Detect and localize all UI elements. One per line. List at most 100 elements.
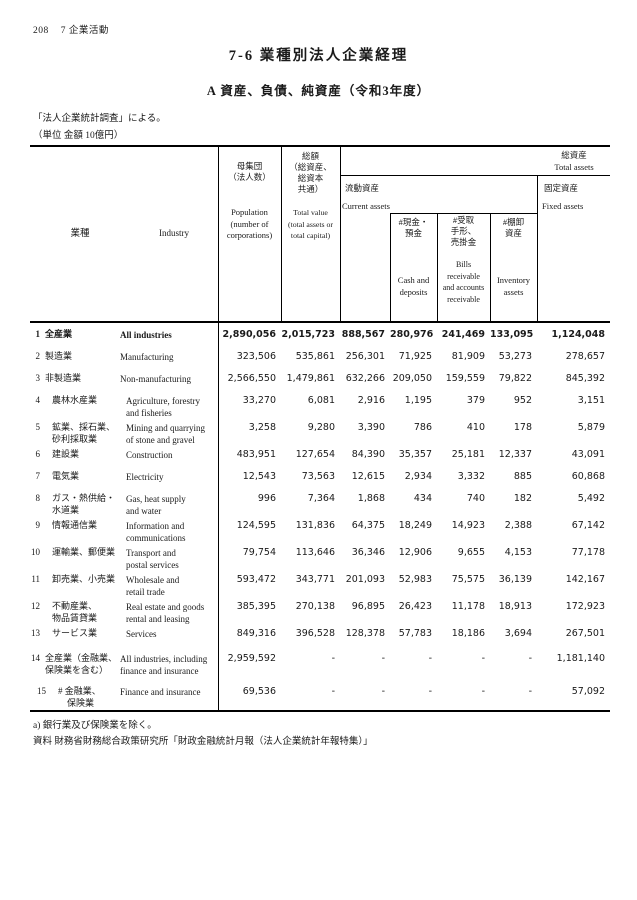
cell-current-assets: 96,895	[351, 601, 385, 612]
industry-name-en: Agriculture, forestry and fisheries	[126, 396, 200, 418]
table-row: 11 卸売業、小売業 Wholesale and retail trade 593,4…	[30, 570, 610, 597]
industry-name-en: Real estate and goods rental and leasing	[126, 602, 205, 624]
cell-total: 127,654	[295, 449, 335, 460]
cell-total: 1,479,861	[286, 373, 335, 384]
cell-current-assets: 36,346	[351, 547, 385, 558]
row-number: 1	[35, 329, 41, 339]
cell-population: 849,316	[236, 628, 276, 639]
page-header: 208 7 企業活動	[33, 22, 109, 36]
col-header-current-ja: 流動資産	[345, 183, 380, 193]
industry-cell: 5 鉱業、採石業、 砂利採取業 Mining and quarrying of st…	[30, 418, 218, 445]
cell-current-assets: 3,390	[357, 422, 385, 433]
total-assets-en: Total assets	[554, 161, 594, 172]
cell-bills: 159,559	[445, 373, 485, 384]
cell-cash: 18,249	[398, 520, 432, 531]
cell-cash: 52,983	[398, 574, 432, 585]
cell-population: 12,543	[242, 471, 276, 482]
industry-name-ja: 全産業	[45, 329, 73, 339]
row-number: 7	[35, 471, 41, 481]
cell-total: 6,081	[307, 395, 335, 406]
industry-name-ja: 全産業（金融業、 保険業を含む）	[45, 653, 118, 675]
cell-current-assets: 256,301	[345, 351, 385, 362]
industry-cell: 13 サービス業 Services	[30, 624, 218, 646]
cell-fixed-assets: 845,392	[565, 373, 605, 384]
cell-fixed-assets: 43,091	[571, 449, 605, 460]
industry-name-ja: 運輸業、郵便業	[52, 547, 116, 557]
cell-current-assets: 128,378	[345, 628, 385, 639]
cell-bills: 9,655	[457, 547, 485, 558]
col-header-current-en: Current assets	[342, 201, 390, 211]
row-number: 10	[31, 547, 40, 557]
cell-inventory: 182	[513, 493, 532, 504]
row-number: 11	[31, 574, 40, 584]
cell-bills: 14,923	[451, 520, 485, 531]
row-number: 5	[35, 422, 41, 432]
industry-cell: 2 製造業 Manufacturing	[30, 347, 218, 369]
col-header-inventory-en: Inventory assets	[496, 275, 531, 297]
table-row: 12 不動産業、 物品賃貸業 Real estate and goods renta…	[30, 597, 610, 624]
cell-cash: -	[428, 653, 432, 664]
cell-population: 996	[257, 493, 276, 504]
industry-cell: 15 # 金融業、 保険業 Finance and insurance	[30, 682, 218, 711]
col-header-total-en: Total value (total assets or total capit…	[287, 208, 334, 240]
cell-total: 396,528	[295, 628, 335, 639]
cell-fixed-assets: 77,178	[571, 547, 605, 558]
col-header-fixed-en: Fixed assets	[542, 201, 584, 211]
col-header-total-assets: 総資産 Total assets	[510, 150, 637, 173]
table-row: 1 全産業 All industries 2,890,056 2,015,723 888,…	[30, 325, 610, 347]
cell-current-assets: -	[381, 686, 385, 697]
cell-cash: 1,195	[404, 395, 432, 406]
source-line: 資料 財務省財務総合政策研究所「財政金融統計月報（法人企業統計年報特集）」	[33, 737, 373, 747]
cell-bills: 25,181	[451, 449, 485, 460]
cell-inventory: 36,139	[498, 574, 532, 585]
industry-cell: 12 不動産業、 物品賃貸業 Real estate and goods renta…	[30, 597, 218, 624]
industry-name-ja: 農林水産業	[52, 395, 98, 405]
cell-inventory: 53,273	[498, 351, 532, 362]
industry-name-ja: 情報通信業	[52, 520, 98, 530]
table-rule	[390, 213, 391, 323]
industry-name-en: Construction	[126, 450, 173, 460]
cell-total: -	[331, 653, 335, 664]
cell-inventory: 2,388	[504, 520, 532, 531]
industry-name-en: Non-manufacturing	[120, 374, 191, 384]
industry-cell: 10 運輸業、郵便業 Transport and postal services	[30, 543, 218, 570]
cell-inventory: 885	[513, 471, 532, 482]
cell-fixed-assets: 278,657	[565, 351, 605, 362]
cell-bills: 81,909	[451, 351, 485, 362]
cell-current-assets: 632,266	[345, 373, 385, 384]
cell-fixed-assets: 5,492	[577, 493, 605, 504]
cell-cash: 26,423	[398, 601, 432, 612]
table-body: 1 全産業 All industries 2,890,056 2,015,723 888,…	[30, 323, 610, 712]
cell-total: -	[331, 686, 335, 697]
cell-inventory: 133,095	[490, 329, 534, 340]
cell-population: 2,566,550	[227, 373, 276, 384]
cell-inventory: 3,694	[504, 628, 532, 639]
industry-cell: 6 建設業 Construction	[30, 445, 218, 467]
industry-name-en: Transport and postal services	[126, 548, 179, 570]
cell-fixed-assets: 172,923	[565, 601, 605, 612]
col-header-population-ja: 母集団 （法人数）	[228, 161, 271, 182]
table-row: 5 鉱業、採石業、 砂利採取業 Mining and quarrying of st…	[30, 418, 610, 445]
industry-name-ja: 非製造業	[45, 373, 82, 383]
table-row: 2 製造業 Manufacturing 323,506 535,861 256,301 71…	[30, 347, 610, 369]
cell-inventory: -	[528, 686, 532, 697]
industry-name-ja: 電気業	[52, 471, 80, 481]
cell-bills: 241,469	[441, 329, 485, 340]
footnote-a: a) 銀行業及び保険業を除く。	[33, 721, 157, 731]
cell-cash: 12,906	[398, 547, 432, 558]
cell-bills: 3,332	[457, 471, 485, 482]
industry-name-en: Gas, heat supply and water	[126, 494, 186, 516]
cell-population: 33,270	[242, 395, 276, 406]
cell-cash: 280,976	[390, 329, 434, 340]
page-subtitle: A 資産、負債、純資産（令和3年度）	[206, 84, 431, 98]
col-header-inventory-ja: #棚卸 資産	[502, 217, 525, 238]
row-number: 15	[37, 686, 46, 696]
table-rule	[340, 147, 341, 323]
row-number: 2	[35, 351, 41, 361]
cell-cash: 209,050	[392, 373, 432, 384]
col-header-population-en: Population (number of corporations)	[226, 207, 273, 240]
cell-total: 9,280	[307, 422, 335, 433]
cell-total: 113,646	[295, 547, 335, 558]
cell-population: 124,595	[236, 520, 276, 531]
cell-bills: 410	[466, 422, 485, 433]
